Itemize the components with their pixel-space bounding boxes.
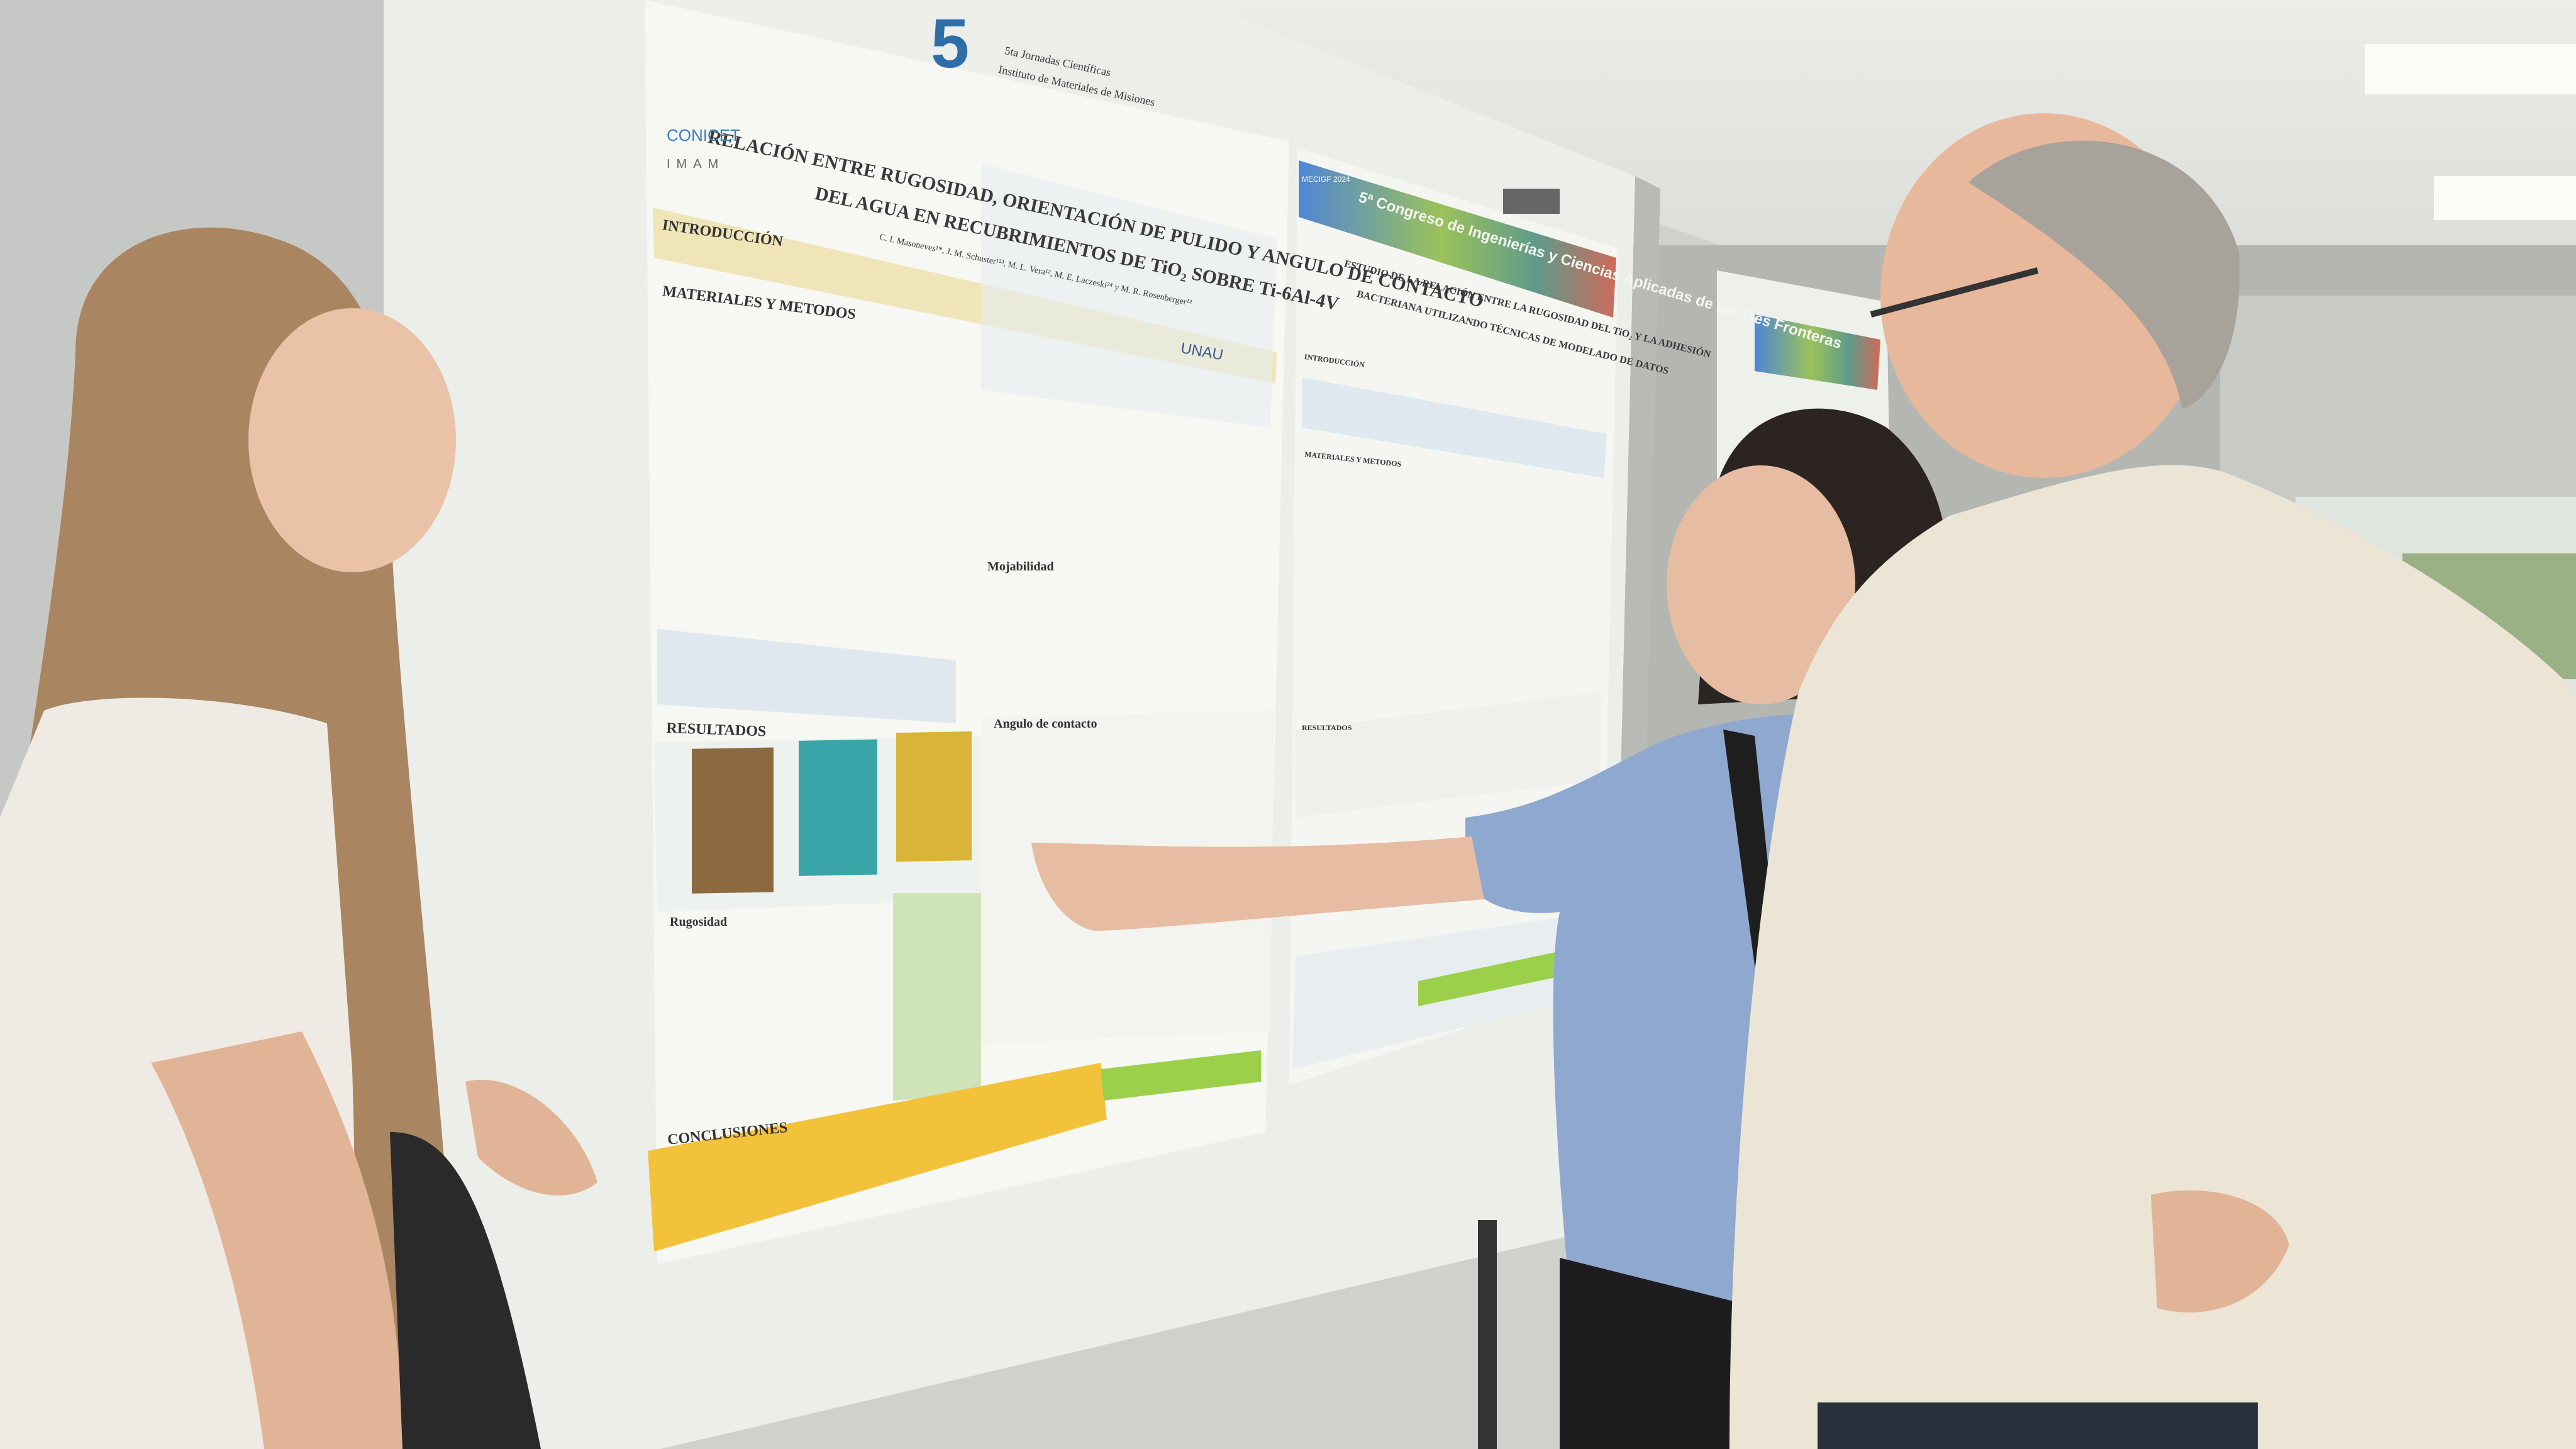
hand xyxy=(465,1079,597,1196)
section-contact-angle: Angulo de contacto xyxy=(994,717,1097,731)
mecigf-logo: MECIGF 2024 xyxy=(1302,175,1350,184)
pointing-arm xyxy=(1031,836,1484,931)
arm xyxy=(151,1031,402,1449)
person-right xyxy=(1729,113,2576,1449)
sample-ti xyxy=(692,747,774,894)
p2-section-results: RESULTADOS xyxy=(1302,723,1352,732)
conicet-logo: CONICET xyxy=(667,126,740,145)
section-results: RESULTADOS xyxy=(666,720,767,740)
back-wall-upper xyxy=(2220,296,2576,503)
section-roughness: Rugosidad xyxy=(670,915,728,929)
poster-right-banner xyxy=(1299,160,1616,318)
conclusions-box xyxy=(648,1063,1107,1252)
dark-pants xyxy=(1560,1258,1780,1449)
sample-v40 xyxy=(896,731,972,862)
jornadas-logo: 5 xyxy=(931,5,970,82)
board-clip xyxy=(1503,189,1560,214)
green-note xyxy=(1101,1050,1261,1101)
sample-v20 xyxy=(799,739,877,876)
person-left xyxy=(0,227,597,1449)
hand xyxy=(2151,1190,2289,1313)
ceiling-light xyxy=(2365,44,2576,94)
roughness-note xyxy=(893,893,981,1101)
gray-hair xyxy=(1968,140,2240,409)
imam-logo: IMAM xyxy=(667,157,725,171)
glasses xyxy=(1870,267,2039,318)
far-poster-banner xyxy=(1755,314,1880,390)
bag xyxy=(390,1132,541,1449)
ceiling-light xyxy=(2434,176,2576,220)
coatings-box xyxy=(657,629,956,723)
board-stand xyxy=(1478,1220,1497,1449)
section-wettability: Mojabilidad xyxy=(987,560,1054,574)
cream-shirt xyxy=(1729,465,2576,1449)
